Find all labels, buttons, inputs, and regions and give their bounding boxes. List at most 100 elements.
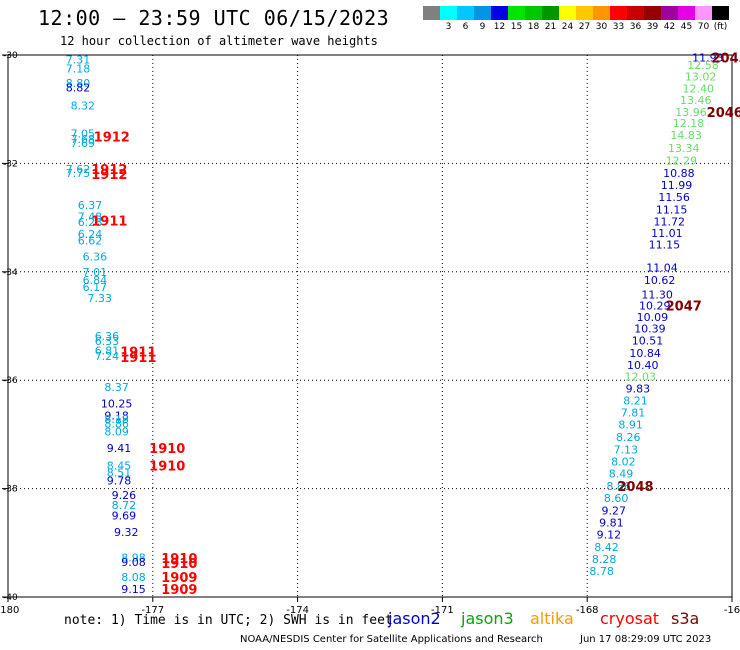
wave-height-label: 9.27 bbox=[601, 504, 626, 517]
wave-height-label: 13.02 bbox=[685, 71, 717, 84]
colorbar-cell: 42 bbox=[661, 6, 678, 32]
wave-height-label: 8.21 bbox=[623, 394, 648, 407]
page-title: 12:00 – 23:59 UTC 06/15/2023 bbox=[38, 6, 390, 30]
wave-height-label: 7.68 bbox=[71, 133, 96, 146]
y-tick-label: -38 bbox=[3, 485, 18, 495]
wave-height-label: 10.88 bbox=[663, 167, 695, 180]
colorbar-label: 15 bbox=[510, 22, 523, 32]
y-tick-label: -34 bbox=[3, 268, 18, 278]
pass-number-label: 1910 bbox=[149, 442, 185, 457]
wave-height-label: 8.45 bbox=[107, 459, 132, 472]
colorbar-label: 27 bbox=[578, 22, 591, 32]
wave-height-label: 8.86 bbox=[606, 480, 631, 493]
wave-height-label: 10.62 bbox=[644, 274, 676, 287]
wave-height-label: 8.09 bbox=[104, 426, 129, 439]
wave-height-label: 8.78 bbox=[589, 565, 614, 578]
wave-height-label: 8.08 bbox=[121, 571, 146, 584]
y-tick-label: -36 bbox=[3, 376, 18, 386]
pass-number-label: 1912 bbox=[91, 168, 127, 183]
wave-height-label: 14.83 bbox=[670, 129, 702, 142]
wave-height-label: 9.26 bbox=[112, 489, 137, 502]
wave-height-label: 11.01 bbox=[651, 227, 683, 240]
page-subtitle: 12 hour collection of altimeter wave hei… bbox=[60, 34, 378, 48]
wave-height-label: 6.17 bbox=[83, 281, 108, 294]
pass-number-label: 1909 bbox=[161, 583, 197, 598]
wave-height-label: 7.75 bbox=[66, 167, 91, 180]
wave-height-label: 9.12 bbox=[597, 529, 622, 542]
y-tick-label: -32 bbox=[3, 159, 18, 169]
colorbar-label: 33 bbox=[612, 22, 625, 32]
wave-height-label: 6.33 bbox=[95, 335, 120, 348]
wave-height-label: 8.32 bbox=[71, 99, 96, 112]
x-tick-label: -171 bbox=[431, 605, 454, 616]
wave-height-label: 11.56 bbox=[658, 191, 690, 204]
colorbar-label: 24 bbox=[561, 22, 574, 32]
wave-height-label: 8.98 bbox=[121, 551, 146, 564]
colorbar-label: 36 bbox=[629, 22, 642, 32]
colorbar-swatch bbox=[610, 6, 627, 20]
wave-height-label: 6.37 bbox=[78, 199, 103, 212]
wave-height-label: 9.81 bbox=[599, 517, 624, 530]
wave-height-label: 12.58 bbox=[687, 59, 719, 72]
colorbar-swatch bbox=[593, 6, 610, 20]
wave-height-label: 9.32 bbox=[114, 526, 139, 539]
colorbar-cell: 24 bbox=[559, 6, 576, 32]
pass-number-label: 2045 bbox=[711, 52, 740, 67]
wave-height-label: 8.91 bbox=[618, 419, 643, 432]
colorbar-cell: (ft) bbox=[712, 6, 729, 32]
wave-height-label: 9.41 bbox=[107, 442, 132, 455]
wave-height-label: 13.96 bbox=[675, 106, 707, 119]
wave-height-label: 12.40 bbox=[682, 83, 714, 96]
wave-height-label: 7.69 bbox=[71, 137, 96, 150]
colorbar-label: 3 bbox=[445, 22, 452, 32]
wave-height-label: 10.39 bbox=[634, 323, 666, 336]
wave-height-label: 12.29 bbox=[666, 155, 698, 168]
wave-height-label: 6.36 bbox=[83, 251, 108, 264]
x-tick-label: -168 bbox=[576, 605, 599, 616]
wave-height-label: 10.25 bbox=[101, 398, 133, 411]
colorbar-label: 18 bbox=[527, 22, 540, 32]
colorbar-cell: 15 bbox=[508, 6, 525, 32]
colorbar-cell: 3 bbox=[440, 6, 457, 32]
colorbar-swatch bbox=[576, 6, 593, 20]
y-tick-label: -40 bbox=[3, 593, 18, 603]
wave-height-label: 7.62 bbox=[66, 163, 91, 176]
wave-height-label: 11.15 bbox=[649, 239, 681, 252]
wave-height-label: 11.99 bbox=[661, 179, 693, 192]
wave-height-label: 7.05 bbox=[71, 128, 96, 141]
wave-height-label: 6.28 bbox=[78, 216, 103, 229]
wave-height-label: 9.18 bbox=[104, 409, 129, 422]
wave-height-label: 8.18 bbox=[104, 413, 129, 426]
pass-number-label: 2048 bbox=[617, 480, 653, 495]
wave-height-label: 7.13 bbox=[614, 444, 639, 457]
wave-height-label: 10.29 bbox=[639, 299, 671, 312]
wave-height-label: 8.72 bbox=[112, 499, 137, 512]
wave-height-label: 9.08 bbox=[121, 556, 146, 569]
pass-number-label: 1910 bbox=[161, 552, 197, 567]
colorbar-label: 39 bbox=[646, 22, 659, 32]
wave-height-label: 8.51 bbox=[107, 466, 132, 479]
colorbar-label: (ft) bbox=[713, 22, 728, 32]
wave-height-label: 8.80 bbox=[66, 77, 91, 90]
wave-height-label: 8.28 bbox=[592, 553, 617, 566]
colorbar-cell: 27 bbox=[576, 6, 593, 32]
wave-height-label: 9.69 bbox=[112, 510, 137, 523]
colorbar-swatch bbox=[712, 6, 729, 20]
wave-height-label: 10.51 bbox=[632, 335, 664, 348]
colorbar-cell: 45 bbox=[678, 6, 695, 32]
wave-height-label: 6.81 bbox=[95, 344, 120, 357]
pass-number-label: 1911 bbox=[120, 345, 156, 360]
colorbar-cell: 12 bbox=[491, 6, 508, 32]
colorbar-label: 6 bbox=[462, 22, 469, 32]
x-tick-label: -180 bbox=[0, 605, 19, 616]
colorbar-swatch bbox=[542, 6, 559, 20]
pass-number-label: 1912 bbox=[91, 163, 127, 178]
wave-height-label: 8.49 bbox=[609, 467, 634, 480]
wave-height-label: 8.42 bbox=[594, 541, 619, 554]
colorbar-swatch bbox=[525, 6, 542, 20]
wave-height-label: 11.72 bbox=[654, 215, 686, 228]
pass-number-label: 1911 bbox=[91, 214, 127, 229]
wave-height-label: 8.37 bbox=[104, 381, 129, 394]
wave-height-label: 13.46 bbox=[680, 94, 712, 107]
